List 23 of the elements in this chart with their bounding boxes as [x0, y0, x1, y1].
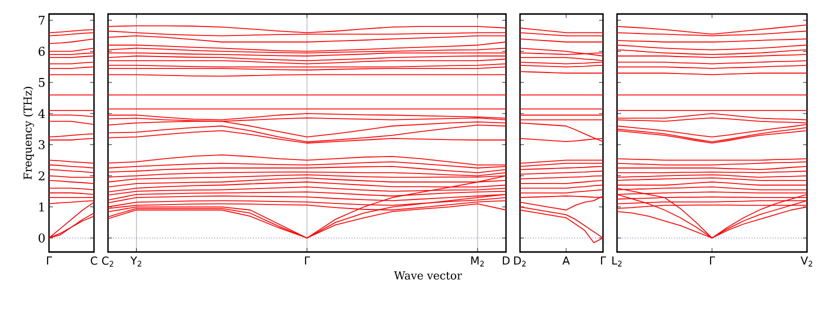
y-tick-label: 7 [38, 16, 45, 25]
y-tick-label: 4 [38, 109, 45, 118]
y-tick-label: 5 [38, 78, 45, 87]
x-tick-label: M$_{2}$ [471, 256, 484, 266]
x-tick-label: C [90, 256, 98, 265]
x-tick-label: Γ [47, 256, 52, 265]
x-tick-label: A [562, 256, 570, 265]
y-tick-label: 3 [38, 140, 45, 150]
x-tick-label: Y$_{2}$ [130, 256, 142, 266]
x-tick-label: V$_{2}$ [800, 256, 812, 266]
y-axis-title: Frequency (THz) [23, 86, 34, 180]
x-tick-label: Γ [710, 256, 716, 265]
x-tick-label: D [502, 256, 510, 265]
y-tick-label: 6 [38, 46, 45, 56]
x-tick-label: D$_{2}$ [514, 256, 526, 266]
y-tick-label: 0 [38, 233, 45, 243]
x-axis-title: Wave vector [394, 271, 462, 280]
x-tick-label: Γ [601, 256, 606, 265]
x-tick-label: Γ [305, 256, 310, 265]
y-tick-label: 1 [39, 202, 44, 212]
x-tick-label: C$_{2}$ [102, 256, 114, 267]
y-tick-label: 2 [38, 171, 44, 180]
x-tick-label: L$_{2}$ [612, 256, 622, 266]
